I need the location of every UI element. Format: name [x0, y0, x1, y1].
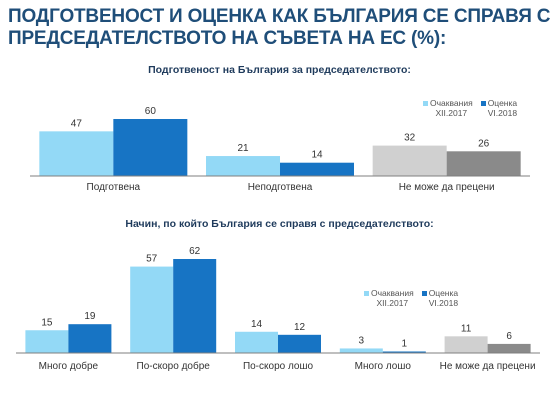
performance-plot: 15 19 Много добре 57 62 По-скоро добре 14 12 По-… [16, 246, 540, 372]
bar-expectations [39, 131, 114, 176]
data-label: 32 [404, 133, 416, 144]
data-label: 3 [359, 335, 365, 346]
category-label: Не може да прецени [399, 182, 495, 193]
legend-label-expectations: Очаквания XII.2017 [430, 98, 473, 118]
legend-item-assessment: Оценка VI.2018 [421, 288, 459, 308]
legend-label-expectations: Очаквания XII.2017 [371, 288, 414, 308]
bar-assessment [382, 351, 426, 353]
bar-expectations [339, 348, 383, 353]
bar-expectations [372, 145, 447, 176]
bar-expectations [235, 331, 278, 353]
data-label: 1 [402, 338, 408, 349]
data-label: 11 [461, 323, 472, 334]
legend-label-assessment: Оценка VI.2018 [428, 288, 459, 308]
category-label: Неподготвена [248, 182, 313, 193]
bar-assessment [173, 259, 217, 353]
data-label: 14 [251, 319, 263, 330]
chart-title: Начин, по който България се справя с пре… [125, 218, 434, 230]
legend-swatch-assessment [421, 291, 427, 296]
bar-assessment [446, 151, 521, 176]
category-label: По-скоро лошо [243, 361, 314, 372]
category-label: Подготвена [87, 182, 141, 193]
data-label: 26 [478, 138, 490, 149]
legend-swatch-expectations [423, 101, 428, 106]
performance-chart: Начин, по който България се справя с пре… [0, 200, 559, 400]
data-label: 6 [506, 331, 512, 342]
legend-item-expectations: Очаквания XII.2017 [364, 288, 414, 308]
bar-assessment [280, 162, 354, 176]
legend-swatch-assessment [480, 101, 486, 106]
data-label: 60 [145, 106, 157, 117]
bar-assessment [68, 324, 112, 353]
data-label: 19 [84, 311, 96, 322]
data-label: 47 [71, 118, 83, 129]
preparedness-chart: Подготвеност на България за председателс… [30, 64, 530, 193]
data-label: 15 [41, 317, 53, 328]
bar-expectations [130, 266, 174, 353]
bar-expectations [25, 330, 69, 353]
bar-expectations [444, 336, 488, 353]
data-label: 62 [189, 246, 201, 257]
data-label: 57 [146, 254, 158, 265]
chart-legend: Очаквания XII.2017 Оценка VI.2018 [423, 98, 517, 118]
legend-item-expectations: Очаквания XII.2017 [423, 98, 473, 118]
legend-item-assessment: Оценка VI.2018 [480, 98, 518, 118]
data-label: 21 [237, 143, 249, 154]
data-label: 14 [311, 150, 323, 161]
title-line-2: ПРЕДСЕДАТЕЛСТВОТО НА СЪВЕТА НА ЕС (%): [8, 28, 447, 49]
chart-title: Подготвеност на България за председателс… [148, 64, 411, 76]
category-label: По-скоро добре [137, 360, 211, 372]
legend-label-assessment: Оценка VI.2018 [487, 98, 518, 118]
bar-assessment [278, 334, 321, 353]
category-label: Много лошо [355, 361, 412, 372]
bar-expectations [206, 156, 280, 176]
category-label: Не може да прецени [440, 361, 536, 372]
title-line-1: ПОДГОТВЕНОСТ И ОЦЕНКА КАК БЪЛГАРИЯ СЕ СП… [8, 6, 551, 27]
page-title: ПОДГОТВЕНОСТ И ОЦЕНКА КАК БЪЛГАРИЯ СЕ СП… [8, 6, 553, 50]
legend-swatch-expectations [364, 291, 369, 296]
preparedness-plot: 47 60 Подготвена 21 14 Неподготвена 32 26 Не мож… [30, 106, 530, 193]
data-label: 12 [294, 322, 306, 333]
category-label: Много добре [39, 360, 99, 372]
chart-legend: Очаквания XII.2017 Оценка VI.2018 [364, 288, 458, 308]
bar-assessment [113, 119, 188, 176]
bar-assessment [487, 343, 531, 353]
